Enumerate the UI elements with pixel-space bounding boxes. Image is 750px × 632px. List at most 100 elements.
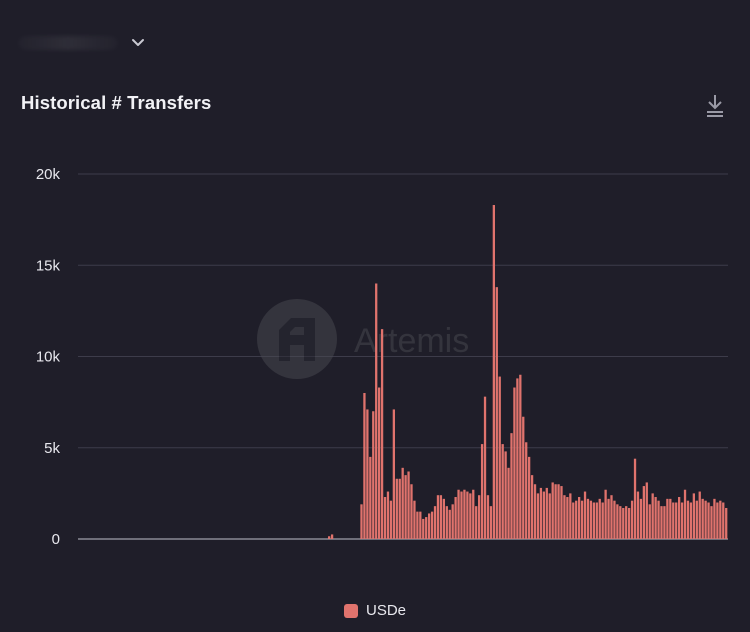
bar bbox=[498, 376, 501, 539]
bar bbox=[404, 475, 407, 540]
y-tick-label: 5k bbox=[44, 440, 60, 457]
download-icon[interactable] bbox=[704, 92, 726, 118]
bar bbox=[580, 500, 584, 539]
bar bbox=[483, 396, 487, 539]
bar bbox=[689, 502, 693, 539]
bar bbox=[707, 502, 710, 539]
chart-title: Historical # Transfers bbox=[21, 92, 212, 113]
bar bbox=[530, 475, 534, 540]
bar bbox=[328, 536, 331, 539]
bar bbox=[436, 495, 440, 539]
bar bbox=[525, 442, 528, 539]
bar bbox=[604, 489, 607, 539]
bar bbox=[595, 502, 598, 539]
bar bbox=[533, 484, 537, 539]
bar bbox=[395, 478, 398, 539]
bar bbox=[448, 509, 451, 539]
bar bbox=[566, 497, 569, 539]
bar bbox=[572, 502, 575, 539]
bar bbox=[669, 498, 672, 539]
bar bbox=[610, 495, 613, 539]
bar bbox=[486, 495, 490, 539]
bar bbox=[389, 500, 393, 539]
bar bbox=[563, 495, 566, 539]
bar bbox=[372, 411, 375, 539]
bar bbox=[478, 495, 481, 539]
legend-label-usde[interactable]: USDe bbox=[365, 602, 406, 619]
bar bbox=[592, 502, 595, 539]
bar bbox=[401, 467, 404, 539]
bar bbox=[519, 374, 522, 539]
bar bbox=[695, 500, 698, 539]
bar bbox=[701, 498, 704, 539]
y-tick-label: 20k bbox=[36, 166, 61, 183]
bar bbox=[716, 502, 719, 539]
bar bbox=[569, 493, 572, 540]
bar bbox=[392, 409, 395, 539]
bar bbox=[545, 487, 548, 539]
bar bbox=[495, 287, 498, 539]
bar bbox=[454, 497, 457, 539]
bar bbox=[510, 433, 513, 539]
bar bbox=[654, 497, 657, 539]
bar bbox=[428, 513, 431, 539]
bar bbox=[430, 511, 434, 540]
bar bbox=[419, 511, 422, 540]
bar bbox=[410, 484, 413, 539]
bar bbox=[628, 507, 631, 539]
blurred-selector-label bbox=[18, 36, 118, 50]
bar bbox=[375, 283, 378, 539]
bar bbox=[554, 484, 557, 539]
bar bbox=[713, 498, 716, 539]
bar bbox=[460, 491, 463, 539]
bar bbox=[536, 493, 540, 540]
bar bbox=[457, 489, 460, 539]
legend: USDe bbox=[0, 602, 750, 619]
bar bbox=[330, 534, 334, 539]
bar bbox=[407, 471, 410, 539]
bar bbox=[645, 482, 648, 539]
chart-selector-dropdown[interactable] bbox=[18, 30, 153, 56]
bar bbox=[507, 467, 510, 539]
bar bbox=[636, 491, 640, 539]
bar bbox=[542, 491, 545, 539]
bar bbox=[639, 498, 643, 539]
bar bbox=[451, 504, 454, 539]
chevron-down-icon bbox=[132, 39, 144, 46]
bar bbox=[366, 409, 369, 539]
bar bbox=[492, 205, 495, 539]
y-tick-label: 0 bbox=[52, 531, 60, 548]
bar bbox=[557, 484, 560, 539]
bar bbox=[475, 506, 478, 539]
bar bbox=[386, 491, 390, 539]
bar bbox=[657, 500, 660, 539]
bar bbox=[613, 500, 616, 539]
bar bbox=[633, 458, 637, 539]
bar bbox=[672, 502, 675, 539]
bar bbox=[583, 491, 587, 539]
bar bbox=[660, 506, 663, 539]
bar bbox=[548, 493, 551, 540]
bar bbox=[522, 416, 525, 539]
bar bbox=[422, 518, 425, 539]
bar bbox=[648, 504, 651, 539]
bar bbox=[383, 497, 387, 539]
y-axis: 0 5k 10k 15k 20k bbox=[36, 166, 61, 548]
watermark-text: Artemis bbox=[354, 322, 469, 360]
bar bbox=[704, 500, 707, 539]
bar bbox=[433, 506, 437, 539]
bar bbox=[469, 493, 472, 540]
bar bbox=[480, 444, 484, 539]
bar bbox=[666, 498, 669, 539]
bar bbox=[619, 506, 622, 539]
bar bbox=[378, 387, 381, 539]
bar bbox=[675, 502, 678, 539]
bar bbox=[589, 500, 593, 539]
legend-swatch-usde[interactable] bbox=[343, 603, 358, 618]
bar bbox=[380, 329, 384, 540]
bar bbox=[630, 500, 634, 539]
watermark: Artemis bbox=[257, 299, 469, 379]
bar bbox=[642, 486, 645, 539]
bar bbox=[528, 456, 531, 540]
